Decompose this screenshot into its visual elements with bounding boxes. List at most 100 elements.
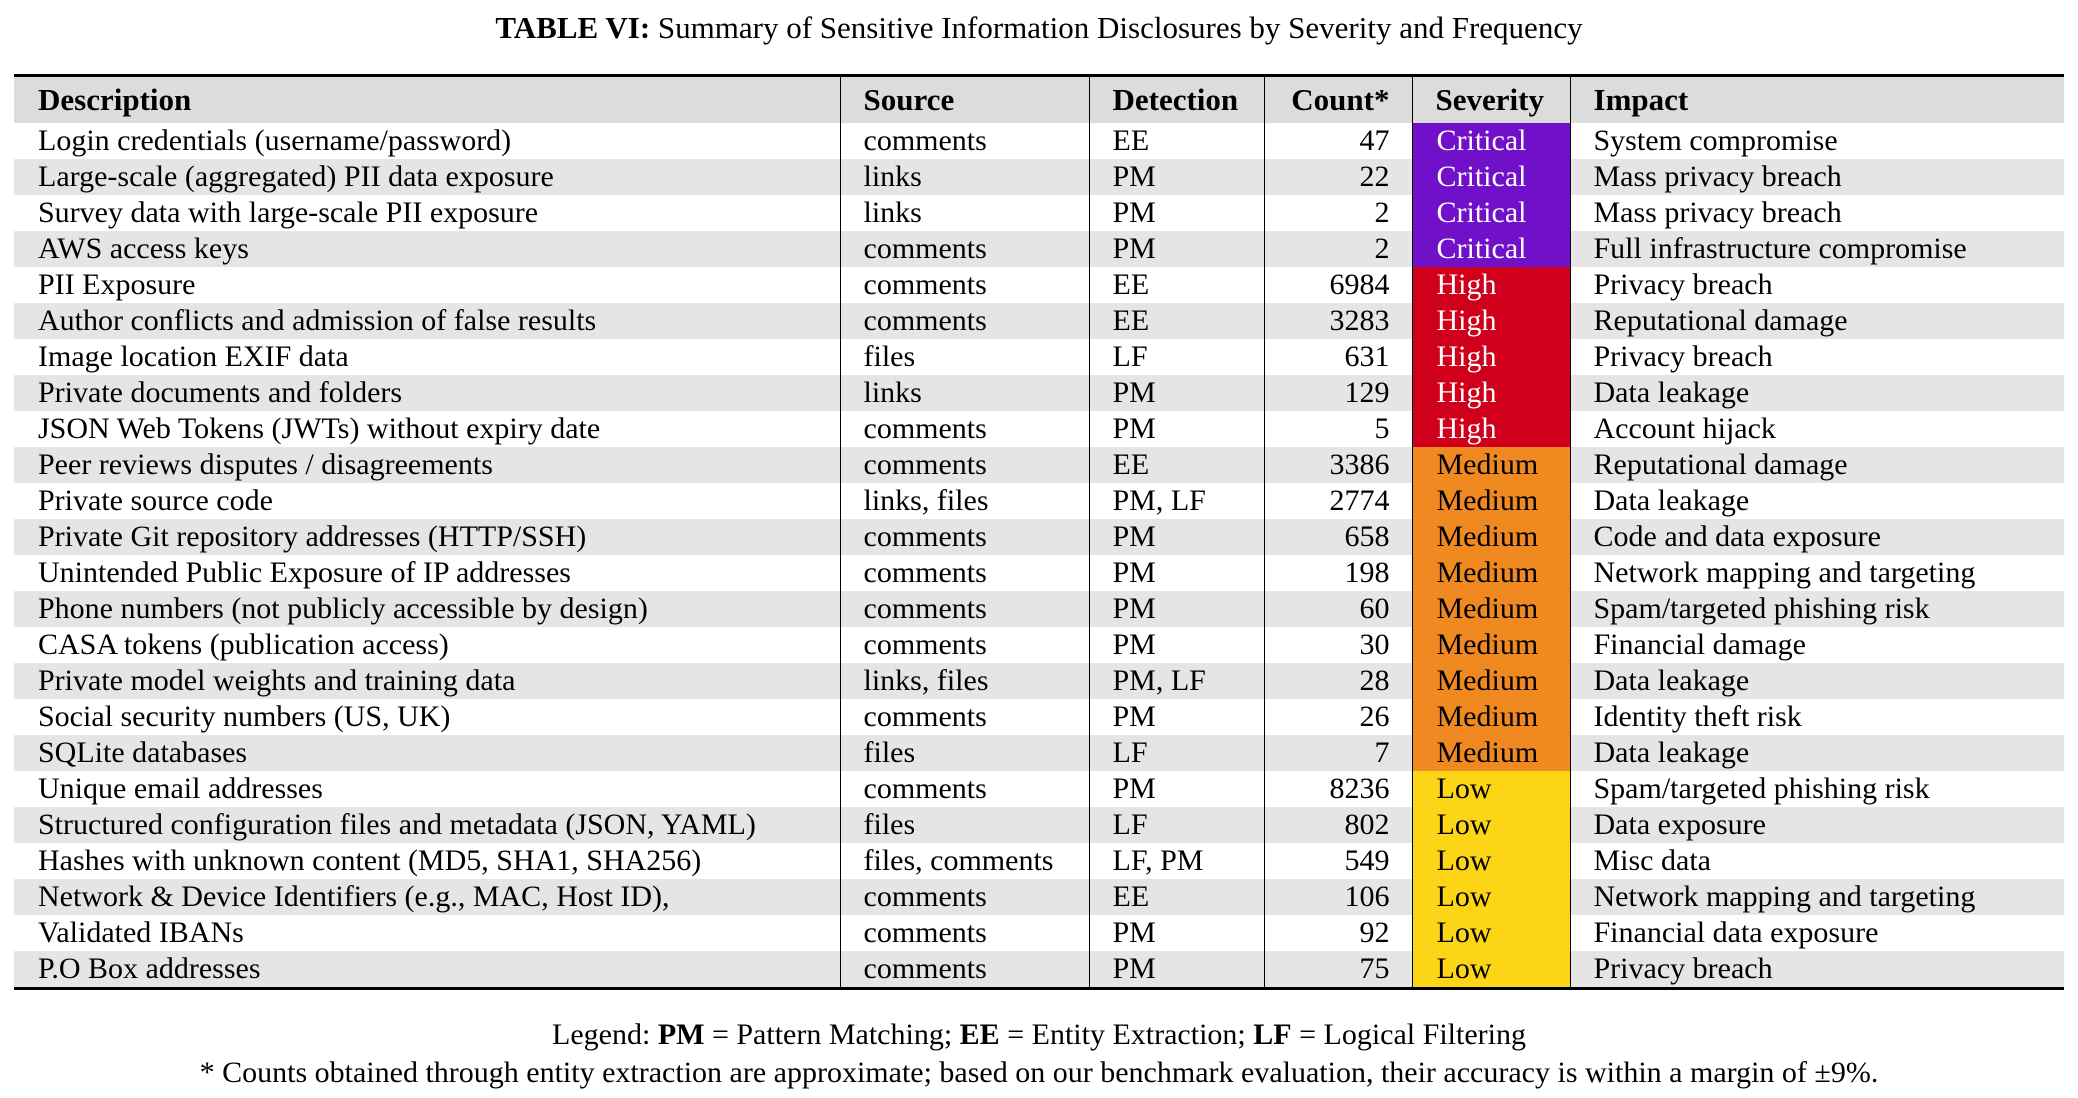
cell-detection: LF xyxy=(1088,807,1264,843)
cell-impact: Identity theft risk xyxy=(1569,699,2064,735)
cell-source: comments xyxy=(839,123,1089,159)
cell-description: Private documents and folders xyxy=(38,376,403,409)
cell-detection: EE xyxy=(1088,267,1264,303)
cell-severity: Low xyxy=(1411,771,1570,807)
cell-description: Peer reviews disputes / disagreements xyxy=(38,448,493,481)
cell-description: Validated IBANs xyxy=(38,916,244,949)
cell-severity: Low xyxy=(1411,807,1570,843)
cell-description: Unintended Public Exposure of IP address… xyxy=(38,556,571,589)
table-row: P.O Box addresses comments PM 75 Low Privacy … xyxy=(14,951,2064,987)
cell-count: 658 xyxy=(1263,519,1412,555)
cell-source: comments xyxy=(839,447,1089,483)
header-source: Source xyxy=(839,77,1089,123)
table-caption: TABLE VI: Summary of Sensitive Informati… xyxy=(0,8,2078,48)
cell-impact: Reputational damage xyxy=(1569,447,2064,483)
table-row: AWS access keys comments PM 2 Critical Full i… xyxy=(14,231,2064,267)
cell-severity: Low xyxy=(1411,879,1570,915)
cell-count: 5 xyxy=(1263,411,1412,447)
cell-source: comments xyxy=(839,951,1089,987)
cell-source: comments xyxy=(839,771,1089,807)
cell-source: files xyxy=(839,807,1089,843)
cell-count: 3283 xyxy=(1263,303,1412,339)
cell-severity: Medium xyxy=(1411,627,1570,663)
cell-description: CASA tokens (publication access) xyxy=(38,628,449,661)
cell-description: Login credentials (username/password) xyxy=(38,124,512,157)
table-row: JSON Web Tokens (JWTs) without expiry da… xyxy=(14,411,2064,447)
legend-definition: = Pattern Matching; xyxy=(704,1018,960,1051)
cell-impact: Mass privacy breach xyxy=(1569,159,2064,195)
legend-prefix: Legend: xyxy=(552,1018,658,1051)
cell-severity: High xyxy=(1411,267,1570,303)
table-row: Network & Device Identifiers (e.g., MAC,… xyxy=(14,879,2064,915)
cell-description: AWS access keys xyxy=(38,232,249,265)
cell-detection: EE xyxy=(1088,447,1264,483)
cell-source: links, files xyxy=(839,663,1089,699)
cell-impact: Privacy breach xyxy=(1569,951,2064,987)
header-description: Description xyxy=(38,82,192,117)
cell-count: 2 xyxy=(1263,195,1412,231)
table-row: Hashes with unknown content (MD5, SHA1, … xyxy=(14,843,2064,879)
cell-severity: Medium xyxy=(1411,483,1570,519)
cell-count: 75 xyxy=(1263,951,1412,987)
table-top-rule xyxy=(14,74,2064,77)
cell-impact: Data leakage xyxy=(1569,735,2064,771)
cell-detection: PM xyxy=(1088,555,1264,591)
cell-impact: Data exposure xyxy=(1569,807,2064,843)
table-header-row: Description Source Detection Count* Seve… xyxy=(14,77,2064,123)
cell-detection: PM xyxy=(1088,951,1264,987)
table-row: Unintended Public Exposure of IP address… xyxy=(14,555,2064,591)
cell-impact: System compromise xyxy=(1569,123,2064,159)
cell-count: 92 xyxy=(1263,915,1412,951)
cell-description: Private Git repository addresses (HTTP/S… xyxy=(38,520,587,553)
cell-severity: Low xyxy=(1411,843,1570,879)
cell-source: comments xyxy=(839,879,1089,915)
cell-source: links, files xyxy=(839,483,1089,519)
cell-source: comments xyxy=(839,555,1089,591)
cell-impact: Full infrastructure compromise xyxy=(1569,231,2064,267)
legend-line: Legend: PM = Pattern Matching; EE = Enti… xyxy=(0,1016,2078,1054)
cell-count: 549 xyxy=(1263,843,1412,879)
cell-description: Social security numbers (US, UK) xyxy=(38,700,451,733)
cell-count: 802 xyxy=(1263,807,1412,843)
cell-detection: PM, LF xyxy=(1088,483,1264,519)
cell-impact: Reputational damage xyxy=(1569,303,2064,339)
cell-severity: Critical xyxy=(1411,159,1570,195)
cell-description: SQLite databases xyxy=(38,736,248,769)
cell-source: comments xyxy=(839,231,1089,267)
cell-source: files xyxy=(839,339,1089,375)
table-row: PII Exposure comments EE 6984 High Privacy br… xyxy=(14,267,2064,303)
cell-severity: Critical xyxy=(1411,123,1570,159)
cell-impact: Privacy breach xyxy=(1569,339,2064,375)
cell-detection: LF xyxy=(1088,735,1264,771)
cell-description: Private source code xyxy=(38,484,273,517)
cell-impact: Spam/targeted phishing risk xyxy=(1569,591,2064,627)
cell-count: 2 xyxy=(1263,231,1412,267)
cell-impact: Data leakage xyxy=(1569,663,2064,699)
disclosure-table: Description Source Detection Count* Seve… xyxy=(14,77,2064,987)
cell-count: 6984 xyxy=(1263,267,1412,303)
table-body: Login credentials (username/password) com… xyxy=(14,123,2064,987)
cell-severity: Medium xyxy=(1411,555,1570,591)
cell-impact: Data leakage xyxy=(1569,375,2064,411)
table-row: Large-scale (aggregated) PII data exposu… xyxy=(14,159,2064,195)
cell-count: 7 xyxy=(1263,735,1412,771)
header-detection: Detection xyxy=(1088,77,1264,123)
cell-description: Network & Device Identifiers (e.g., MAC,… xyxy=(38,880,670,913)
table-row: Validated IBANs comments PM 92 Low Financial … xyxy=(14,915,2064,951)
cell-count: 2774 xyxy=(1263,483,1412,519)
cell-count: 8236 xyxy=(1263,771,1412,807)
cell-detection: PM xyxy=(1088,231,1264,267)
cell-count: 30 xyxy=(1263,627,1412,663)
cell-count: 28 xyxy=(1263,663,1412,699)
cell-description: Structured configuration files and metad… xyxy=(38,808,756,841)
header-impact: Impact xyxy=(1569,77,2064,123)
cell-description: Hashes with unknown content (MD5, SHA1, … xyxy=(38,844,702,877)
table-notes: Legend: PM = Pattern Matching; EE = Enti… xyxy=(0,1016,2078,1092)
cell-severity: Medium xyxy=(1411,591,1570,627)
footnote: * Counts obtained through entity extract… xyxy=(199,1056,1879,1089)
cell-description: Large-scale (aggregated) PII data exposu… xyxy=(38,160,554,193)
header-severity: Severity xyxy=(1411,77,1570,123)
legend-abbr: PM xyxy=(657,1018,705,1051)
table-row: Peer reviews disputes / disagreements com… xyxy=(14,447,2064,483)
cell-source: links xyxy=(839,195,1089,231)
